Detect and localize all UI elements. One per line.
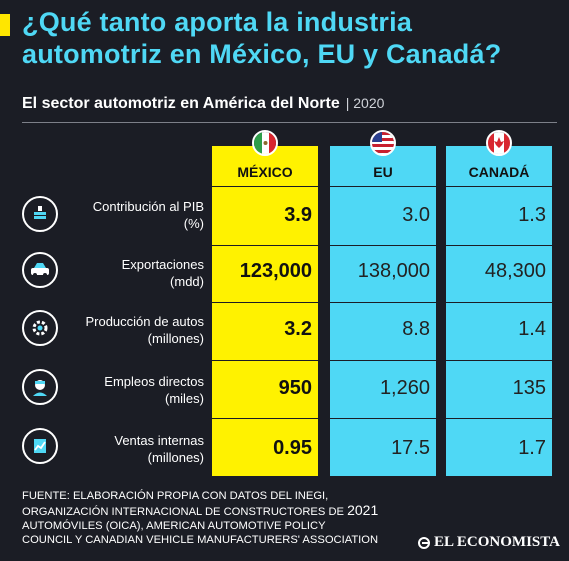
- row-label-unit: (mdd): [170, 274, 204, 289]
- cell-mexico-production: 3.2: [284, 318, 312, 340]
- cell-canada-pib: 1.3: [518, 204, 546, 226]
- canada-flag-icon: [486, 130, 512, 156]
- cell-eu-exports: 138,000: [357, 260, 430, 282]
- money-stack-icon: [22, 196, 58, 232]
- title-accent-bar: [0, 14, 10, 36]
- column-header-canada: CANADÁ: [468, 164, 530, 180]
- row-separator: [212, 302, 552, 303]
- row-label: Exportaciones (mdd): [60, 256, 204, 290]
- row-separator: [212, 360, 552, 361]
- column-header-mexico: MÉXICO: [237, 164, 293, 180]
- divider: [22, 122, 557, 123]
- row-label-unit: (millones): [147, 331, 204, 346]
- row-label-unit: (miles): [165, 391, 204, 406]
- source-line: COUNCIL Y CANADIAN VEHICLE MANUFACTURERS…: [22, 534, 379, 546]
- row-label: Producción de autos (millones): [60, 313, 204, 347]
- cell-canada-exports: 48,300: [484, 260, 546, 282]
- subtitle-text: El sector automotriz en América del Nort…: [22, 95, 340, 112]
- title-line-1: ¿Qué tanto aporta la industria: [22, 7, 413, 37]
- cell-eu-production: 8.8: [402, 318, 430, 340]
- cell-mexico-sales: 0.95: [273, 437, 312, 459]
- row-label-text: Ventas internas: [114, 433, 204, 448]
- column-header-eu: EU: [373, 164, 393, 180]
- subtitle-year: | 2020: [345, 95, 385, 111]
- row-label-text: Empleos directos: [104, 374, 204, 389]
- car-icon: [22, 252, 58, 288]
- subtitle: El sector automotriz en América del Nort…: [22, 95, 384, 113]
- column-canada: [446, 146, 552, 476]
- page-title: ¿Qué tanto aporta la industria automotri…: [22, 6, 562, 70]
- cell-eu-jobs: 1,260: [379, 377, 430, 399]
- brand-logo: EL ECONOMISTA: [418, 534, 560, 551]
- row-label-unit: (millones): [147, 450, 204, 465]
- row-label: Ventas internas (millones): [60, 432, 204, 466]
- cell-mexico-jobs: 950: [278, 377, 312, 399]
- cell-mexico-exports: 123,000: [239, 260, 312, 282]
- cell-canada-jobs: 135: [512, 377, 546, 399]
- column-eu: [330, 146, 436, 476]
- source-year: 2021: [347, 502, 379, 518]
- source-note: FUENTE: ELABORACIÓN PROPIA CON DATOS DEL…: [22, 489, 402, 547]
- brand-name: EL ECONOMISTA: [434, 534, 560, 550]
- source-line: AUTOMÓVILES (OICA), AMERICAN AUTOMOTIVE …: [22, 520, 326, 532]
- cell-canada-sales: 1.7: [518, 437, 546, 459]
- cell-eu-sales: 17.5: [391, 437, 430, 459]
- row-label-text: Exportaciones: [121, 257, 204, 272]
- row-label-unit: (%): [183, 216, 204, 231]
- cell-eu-pib: 3.0: [402, 204, 430, 226]
- cell-canada-production: 1.4: [518, 318, 546, 340]
- row-label: Empleos directos (miles): [60, 373, 204, 407]
- row-separator: [212, 245, 552, 246]
- source-line: FUENTE: ELABORACIÓN PROPIA CON DATOS DEL…: [22, 490, 329, 502]
- row-label-text: Producción de autos: [85, 314, 204, 329]
- brand-mark-icon: [418, 536, 430, 549]
- worker-icon: [22, 369, 58, 405]
- row-label-text: Contribución al PIB: [92, 199, 204, 214]
- column-mexico: [212, 146, 318, 476]
- mexico-flag-icon: [252, 130, 278, 156]
- cell-mexico-pib: 3.9: [284, 204, 312, 226]
- title-line-2: automotriz en México, EU y Canadá?: [22, 39, 502, 69]
- chart-up-icon: [22, 428, 58, 464]
- row-separator: [212, 186, 552, 187]
- gear-icon: [22, 310, 58, 346]
- usa-flag-icon: [370, 130, 396, 156]
- row-label: Contribución al PIB (%): [60, 198, 204, 232]
- row-separator: [212, 418, 552, 419]
- source-line: ORGANIZACIÓN INTERNACIONAL DE CONSTRUCTO…: [22, 502, 379, 518]
